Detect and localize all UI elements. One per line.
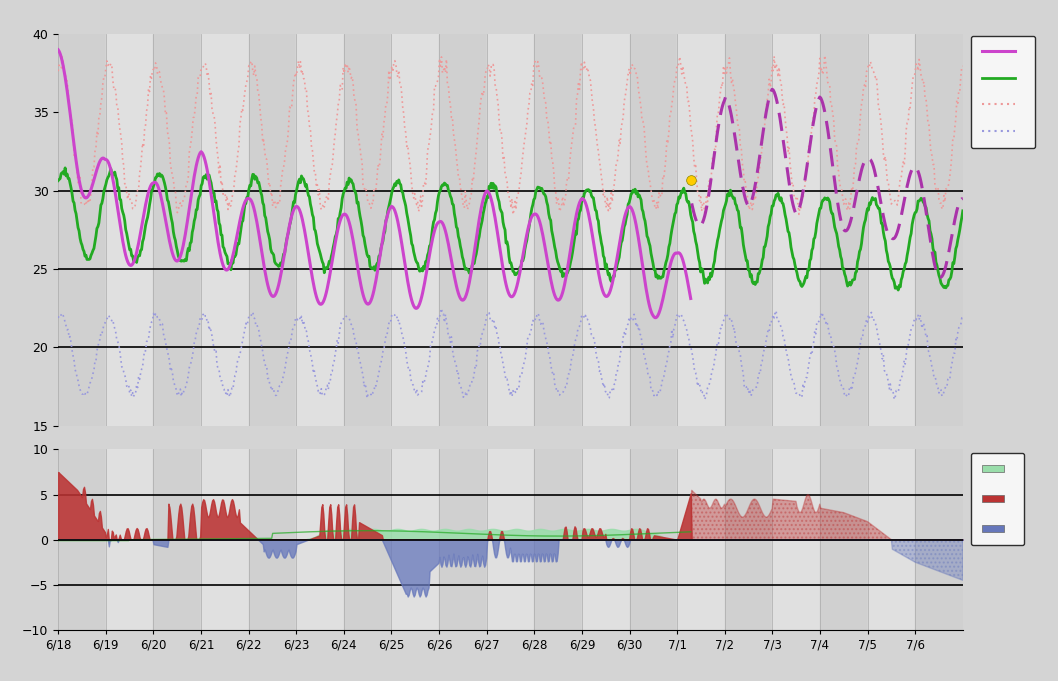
Bar <box>439 34 487 426</box>
Bar <box>249 34 296 426</box>
Bar <box>534 449 582 630</box>
Bar <box>820 34 868 426</box>
Bar <box>677 449 725 630</box>
Bar <box>487 449 534 630</box>
Bar <box>630 34 677 426</box>
Bar <box>534 34 582 426</box>
Bar <box>344 449 391 630</box>
Bar <box>296 449 344 630</box>
Bar <box>820 449 868 630</box>
Bar <box>868 34 915 426</box>
Bar <box>296 34 344 426</box>
Bar <box>153 449 201 630</box>
Bar <box>153 34 201 426</box>
Bar <box>582 34 630 426</box>
Bar <box>201 449 249 630</box>
Bar <box>915 34 963 426</box>
Bar <box>58 449 106 630</box>
Legend: , , , : , , , <box>971 35 1036 148</box>
Bar <box>391 449 439 630</box>
Bar <box>391 34 439 426</box>
Bar <box>487 34 534 426</box>
Bar <box>249 449 296 630</box>
Bar <box>677 34 725 426</box>
Bar <box>772 449 820 630</box>
Bar <box>106 449 153 630</box>
Bar <box>915 449 963 630</box>
Bar <box>772 34 820 426</box>
Bar <box>582 449 630 630</box>
Bar <box>439 449 487 630</box>
Bar <box>201 34 249 426</box>
Bar <box>58 34 106 426</box>
Bar <box>725 34 772 426</box>
Legend: , , : , , <box>971 454 1024 545</box>
Bar <box>725 449 772 630</box>
Bar <box>868 449 915 630</box>
Bar <box>344 34 391 426</box>
Bar <box>106 34 153 426</box>
Bar <box>630 449 677 630</box>
